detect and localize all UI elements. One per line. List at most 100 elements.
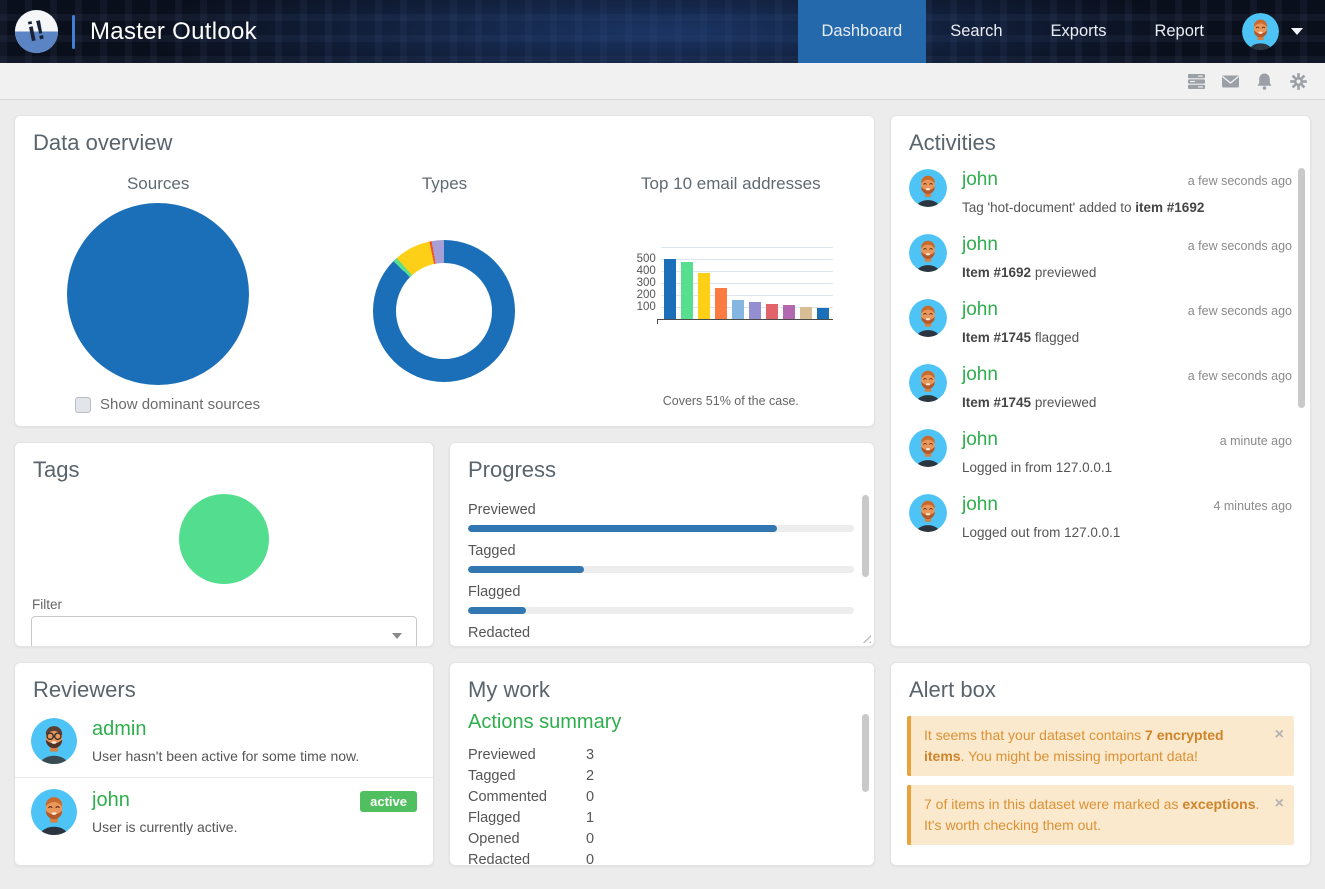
card-title: Progress: [468, 457, 557, 482]
types-chart-column: Types: [301, 160, 587, 413]
gear-icon[interactable]: [1289, 72, 1308, 91]
progress-item: Tagged: [450, 543, 874, 573]
activity-user-link[interactable]: john: [962, 429, 998, 450]
card-title: My work: [468, 677, 550, 702]
chart-caption: Covers 51% of the case.: [662, 394, 799, 408]
alert-box-card: Alert box It seems that your dataset con…: [890, 662, 1311, 866]
nav-item-exports[interactable]: Exports: [1050, 22, 1107, 40]
actions-summary-heading: Actions summary: [468, 711, 622, 733]
user-avatar: [1242, 13, 1279, 50]
user-menu[interactable]: [1228, 0, 1325, 63]
progress-fill: [468, 566, 584, 573]
bar: [663, 258, 676, 320]
action-label: Flagged: [468, 809, 521, 826]
action-count: 0: [586, 788, 595, 805]
action-count: 0: [586, 830, 595, 847]
activities-card: Activities john a few seconds ago Tag 'h…: [890, 115, 1311, 647]
progress-label: Flagged: [468, 584, 521, 600]
scrollbar[interactable]: [862, 714, 869, 792]
alerts-list: It seems that your dataset contains 7 en…: [891, 716, 1310, 845]
activities-list: john a few seconds ago Tag 'hot-document…: [891, 160, 1310, 550]
nav-item-search[interactable]: Search: [950, 22, 1003, 40]
activity-description: Tag 'hot-document' added to item #1692: [962, 200, 1205, 215]
activity-user-link[interactable]: john: [962, 494, 998, 515]
activity-user-link[interactable]: john: [962, 364, 998, 385]
reviewer-name-link[interactable]: john: [92, 789, 130, 811]
user-avatar: [909, 299, 947, 337]
close-icon[interactable]: ×: [1274, 726, 1284, 743]
card-title: Data overview: [33, 130, 173, 155]
top10-bar-chart[interactable]: 500 400 300 200 100: [629, 247, 833, 324]
dominant-sources-row: Show dominant sources: [75, 396, 260, 413]
progress-label: Previewed: [468, 502, 536, 518]
chevron-down-icon: [392, 633, 402, 639]
filter-label: Filter: [32, 597, 62, 612]
card-title: Alert box: [909, 677, 996, 702]
reviewer-status-text: User hasn't been active for some time no…: [92, 748, 360, 764]
bar: [680, 262, 693, 320]
charts-row: Sources Show dominant sources Types Top …: [15, 160, 874, 413]
activity-time: a few seconds ago: [1187, 239, 1292, 253]
table-row: Flagged 1: [450, 807, 874, 828]
app-logo-icon: i!: [14, 9, 59, 54]
sources-pie-chart[interactable]: [67, 203, 250, 385]
activity-description: Item #1745 flagged: [962, 330, 1080, 345]
bar-chart-plot-area: [656, 247, 833, 324]
action-label: Tagged: [468, 767, 516, 784]
progress-item: Previewed: [450, 502, 874, 532]
activity-time: a few seconds ago: [1187, 304, 1292, 318]
bar: [816, 308, 829, 320]
brand-divider: [72, 14, 75, 49]
scrollbar[interactable]: [862, 495, 869, 577]
checkbox-label: Show dominant sources: [100, 396, 261, 413]
bar: [697, 272, 710, 320]
activity-user-link[interactable]: john: [962, 169, 998, 190]
action-count: 2: [586, 767, 595, 784]
activity-item: john a few seconds ago Tag 'hot-document…: [891, 160, 1310, 225]
bar: [731, 299, 744, 320]
close-icon[interactable]: ×: [1274, 795, 1284, 812]
sources-chart-column: Sources Show dominant sources: [15, 160, 301, 413]
reviewer-name-link[interactable]: admin: [92, 718, 147, 740]
bar: [765, 304, 778, 320]
nav-item-report[interactable]: Report: [1154, 22, 1204, 40]
bar: [714, 288, 727, 320]
activity-item: john 4 minutes ago Logged out from 127.0…: [891, 485, 1310, 550]
bar: [748, 302, 761, 320]
bar: [782, 305, 795, 320]
reviewer-item: admin User hasn't been active for some t…: [15, 707, 433, 777]
bar: [799, 307, 812, 320]
progress-item: Flagged: [450, 584, 874, 614]
show-dominant-sources-checkbox[interactable]: [75, 396, 91, 413]
types-donut-chart[interactable]: [373, 240, 516, 382]
card-title: Tags: [33, 457, 80, 482]
nav-item-dashboard[interactable]: Dashboard: [797, 0, 927, 63]
tag-bubble-chart[interactable]: [179, 494, 269, 584]
status-badge: active: [360, 791, 417, 812]
user-avatar: [909, 169, 947, 207]
list-icon[interactable]: [1187, 72, 1206, 91]
activity-user-link[interactable]: john: [962, 299, 998, 320]
my-work-card: My work Actions summary Previewed 3 Tagg…: [449, 662, 875, 866]
scrollbar[interactable]: [1298, 168, 1305, 408]
activity-item: john a few seconds ago Item #1692 previe…: [891, 225, 1310, 290]
activity-user-link[interactable]: john: [962, 234, 998, 255]
warning-alert: 7 of items in this dataset were marked a…: [907, 785, 1294, 845]
user-avatar: [31, 789, 77, 835]
table-row: Tagged 2: [450, 765, 874, 786]
bell-icon[interactable]: [1255, 72, 1274, 91]
activity-item: john a few seconds ago Item #1745 flagge…: [891, 290, 1310, 355]
user-avatar: [909, 364, 947, 402]
progress-card: Progress Previewed Tagged Flagged Redact…: [449, 442, 875, 647]
activity-time: 4 minutes ago: [1213, 499, 1292, 513]
tag-filter-select[interactable]: [31, 616, 417, 646]
brand: i! Master Outlook: [14, 0, 257, 63]
user-avatar: [909, 494, 947, 532]
mail-icon[interactable]: [1221, 72, 1240, 91]
app-title: Master Outlook: [90, 17, 257, 45]
tags-card: Tags Filter: [14, 442, 434, 647]
user-avatar: [31, 718, 77, 764]
activity-description: Item #1745 previewed: [962, 395, 1097, 410]
card-title: Activities: [909, 130, 996, 155]
action-count: 0: [586, 851, 595, 866]
